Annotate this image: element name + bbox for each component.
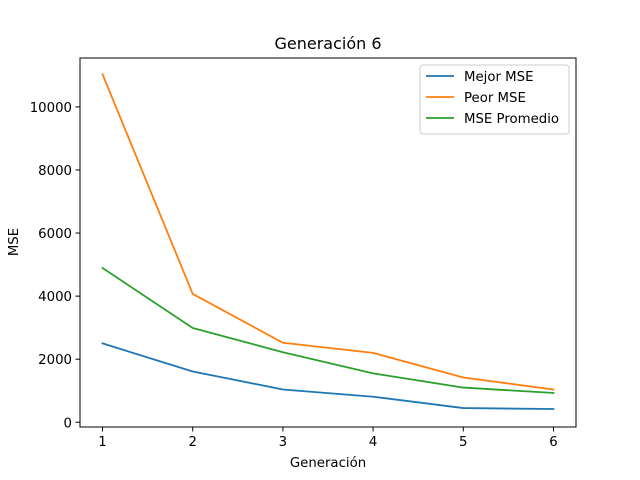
chart-title: Generación 6 [274, 34, 381, 53]
x-axis-label: Generación [290, 455, 366, 471]
y-axis-label: MSE [7, 228, 22, 256]
legend-label: Peor MSE [464, 91, 526, 106]
y-tick-label: 10000 [30, 101, 72, 116]
axes: 1 2 3 4 5 6 0 2000 4000 6000 8000 10000 [30, 57, 577, 450]
series-line-3 [101, 266, 555, 394]
series-line-2 [101, 73, 555, 391]
x-tick-label: 6 [549, 435, 557, 450]
y-tick-label: 8000 [38, 164, 72, 179]
legend: Mejor MSE Peor MSE MSE Promedio [419, 64, 570, 135]
x-tick-label: 1 [98, 435, 106, 450]
y-tick-label: 4000 [38, 290, 72, 305]
plot-area [101, 73, 555, 410]
x-tick-label: 5 [459, 435, 467, 450]
series-line-1 [101, 342, 555, 410]
x-tick-label: 3 [279, 435, 287, 450]
y-tick-label: 0 [64, 416, 72, 431]
plot-frame [79, 57, 577, 428]
legend-label: Mejor MSE [464, 70, 534, 85]
x-tick-label: 2 [188, 435, 196, 450]
legend-label: MSE Promedio [464, 112, 559, 127]
y-tick-label: 6000 [38, 227, 72, 242]
legend-box [419, 64, 570, 135]
x-tick-label: 4 [369, 435, 377, 450]
y-tick-label: 2000 [38, 353, 72, 368]
